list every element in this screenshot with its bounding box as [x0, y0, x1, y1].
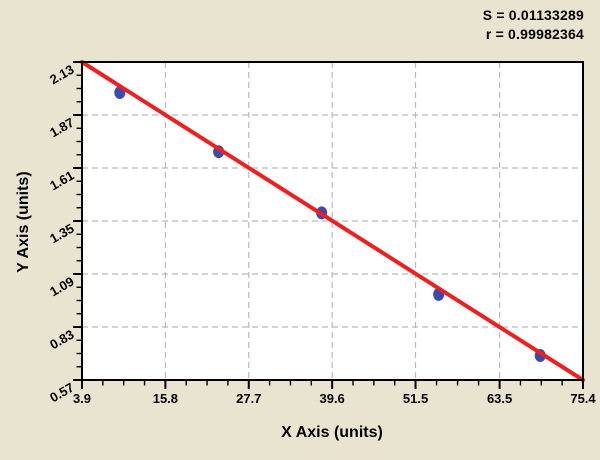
- x-tick-label: 3.9: [73, 391, 91, 406]
- y-tick-label: 1.87: [47, 115, 76, 141]
- x-tick-label: 15.8: [153, 391, 178, 406]
- x-tick-label: 63.5: [487, 391, 512, 406]
- x-tick-label: 75.4: [570, 391, 596, 406]
- y-tick-label: 0.83: [47, 327, 76, 353]
- fit-statistics: S = 0.01133289 r = 0.99982364: [483, 6, 584, 44]
- x-tick-label: 51.5: [403, 391, 428, 406]
- x-axis-title: X Axis (units): [281, 424, 383, 441]
- x-tick-label: 27.7: [236, 391, 261, 406]
- y-tick-label: 1.09: [47, 274, 76, 300]
- y-tick-label: 1.61: [47, 168, 76, 194]
- r-value-label: r = 0.99982364: [485, 26, 584, 42]
- y-tick-label: 2.13: [47, 62, 76, 88]
- s-value-label: S = 0.01133289: [482, 7, 584, 23]
- fit-line: [80, 60, 585, 382]
- y-axis-title: Y Axis (units): [15, 171, 32, 273]
- y-tick-label: 1.35: [47, 221, 76, 247]
- x-tick-label: 39.6: [319, 391, 344, 406]
